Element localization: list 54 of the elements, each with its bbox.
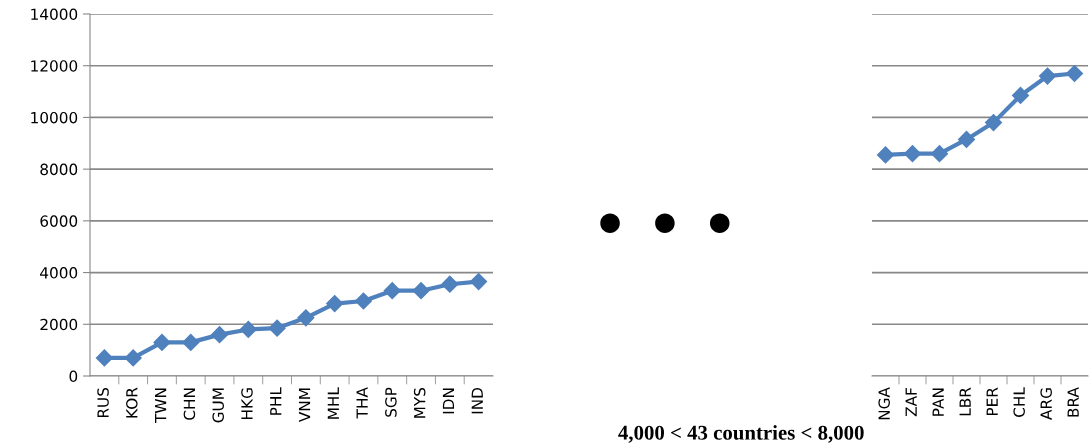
x-tick-label: PAN	[932, 388, 944, 416]
x-tick-label: IDN	[442, 388, 455, 414]
point	[210, 326, 229, 344]
point	[470, 273, 488, 291]
x-tick-label: HKG	[241, 388, 253, 419]
x-tick-label: GUM	[212, 388, 224, 423]
x-tick-label: VNM	[298, 388, 311, 423]
x-tick-label: BRA	[1067, 387, 1079, 417]
x-tick-label: CHN	[183, 388, 196, 420]
x-tick-label: ZAF	[905, 388, 917, 417]
y-tick-label: 4000	[40, 267, 78, 279]
point	[441, 275, 459, 293]
point	[124, 349, 142, 367]
point	[1065, 64, 1084, 83]
y-tick-label: 14000	[31, 8, 78, 21]
y-tick-label: 10000	[31, 111, 78, 124]
x-tick-label: ARG	[1040, 388, 1052, 420]
x-tick-label: CHL	[1013, 387, 1025, 417]
point	[383, 282, 401, 300]
text: 4,000 < 43 countries < 8,000	[618, 425, 864, 443]
x-tick-label: NGA	[878, 387, 890, 420]
x-tick-label: TWN	[155, 388, 167, 424]
point	[354, 292, 373, 310]
y-tick-label: 2000	[40, 318, 78, 331]
x-tick-label: RUS	[97, 387, 109, 418]
point	[153, 333, 171, 351]
point	[930, 145, 949, 163]
point	[239, 320, 257, 339]
y-tick-label: 12000	[31, 60, 78, 72]
y-tick-label: 0	[69, 370, 78, 383]
point	[876, 146, 895, 164]
point	[1011, 86, 1030, 105]
x-tick-label: MHL	[327, 387, 339, 419]
point	[297, 309, 315, 327]
point	[95, 349, 113, 367]
x-tick-label: PHL	[270, 387, 282, 415]
x-tick-label: THA	[356, 387, 368, 419]
point	[268, 319, 286, 337]
point	[1038, 67, 1057, 85]
x-tick-label: KOR	[126, 387, 138, 418]
y-tick-label: 6000	[40, 215, 78, 227]
x-tick-label: LBR	[959, 387, 971, 416]
x-tick-label: PER	[986, 387, 998, 416]
x-tick-label: SGP	[385, 387, 397, 417]
x-tick-label: IND	[471, 388, 483, 414]
point	[957, 130, 976, 148]
point	[182, 333, 200, 351]
point	[412, 282, 430, 300]
x-tick-label: MYS	[413, 387, 426, 418]
point	[326, 295, 344, 313]
y-tick-label: 8000	[40, 163, 78, 176]
point	[903, 145, 922, 163]
text: • • •	[600, 213, 730, 233]
point	[984, 114, 1003, 132]
